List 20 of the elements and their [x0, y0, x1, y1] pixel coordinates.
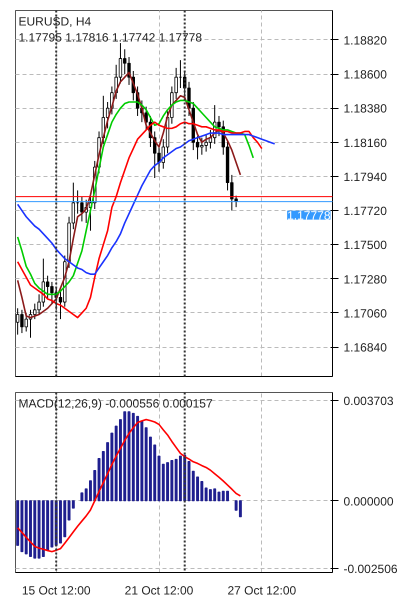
y-tick-label: 1.17500 — [344, 238, 388, 252]
x-tick-label: 27 Oct 12:00 — [227, 584, 296, 598]
y-tick-label: 1.18820 — [344, 33, 388, 48]
y-tick-label: 1.16840 — [344, 340, 388, 355]
y-tick-label: 1.18160 — [344, 136, 388, 150]
y-tick-label: 1.18380 — [344, 102, 388, 116]
x-tick-label: 21 Oct 12:00 — [124, 584, 194, 598]
ref-line-label: 1.17778 — [287, 208, 331, 223]
chart-title: MACD(12,26,9) -0.000556 0.000157 — [18, 396, 213, 410]
y-tick-label: 1.17060 — [344, 306, 388, 320]
chart-title: EURUSD, H4 — [18, 14, 92, 28]
y-tick-label: 0.000000 — [344, 494, 394, 508]
y-tick-label: -0.002506 — [344, 562, 398, 576]
y-tick-label: 1.17280 — [344, 272, 388, 286]
text: 1.17795 1.17816 1.17742 1.17778 — [18, 30, 202, 44]
x-tick-label: 15 Oct 12:00 — [22, 584, 91, 598]
y-tick-label: 1.18600 — [344, 68, 388, 82]
y-tick-label: 0.003703 — [344, 394, 394, 408]
y-tick-label: 1.17940 — [344, 170, 388, 184]
y-tick-label: 1.17720 — [344, 204, 388, 218]
